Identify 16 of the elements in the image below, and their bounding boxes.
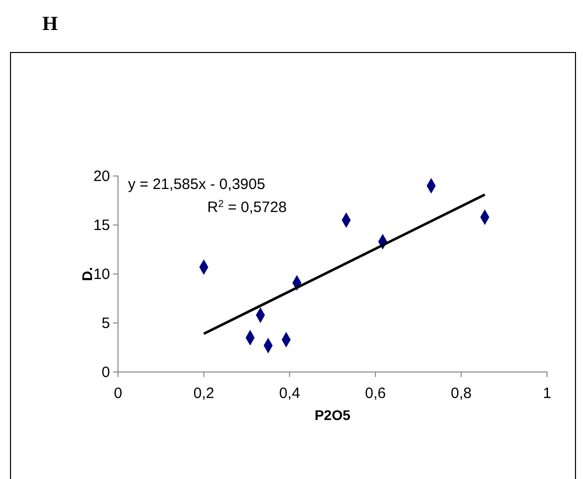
y-tick-label: 15 <box>93 216 110 234</box>
x-tick-label: 1 <box>542 385 552 402</box>
y-tick-label: 20 <box>93 168 110 185</box>
x-tick-label: 0,2 <box>193 385 214 402</box>
x-tick-label: 0,6 <box>364 385 386 402</box>
y-tick-label: 5 <box>102 314 110 332</box>
y-tick-label: 10 <box>93 266 110 283</box>
y-axis-title: D. <box>79 267 95 281</box>
chart-title: H <box>42 13 58 35</box>
x-tick-label: 0,4 <box>279 385 300 402</box>
annotation: y = 21,585x - 0,3905 <box>128 176 266 193</box>
annotation: R$^{2}$ = 0,5728 <box>207 198 287 216</box>
x-tick-label: 0 <box>114 385 122 402</box>
x-axis-title: P2O5 <box>314 407 351 423</box>
x-tick-label: 0,8 <box>450 385 472 402</box>
y-tick-label: 0 <box>102 364 110 381</box>
